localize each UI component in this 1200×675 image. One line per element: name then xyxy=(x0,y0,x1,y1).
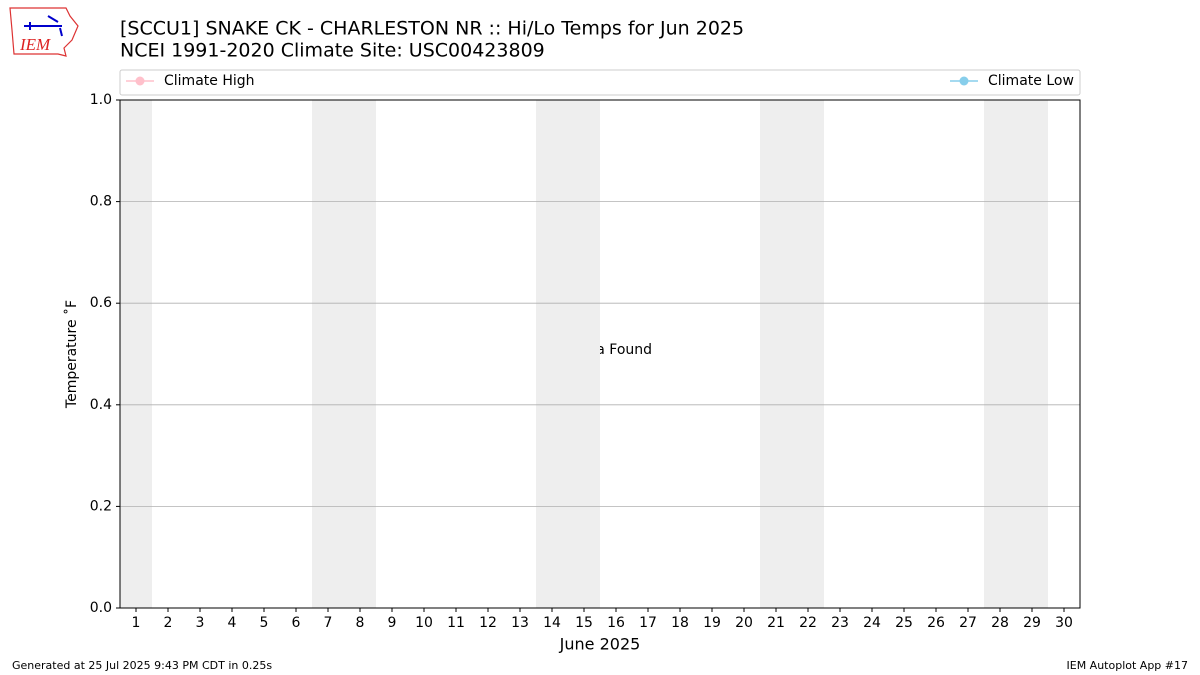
x-tick-label: 5 xyxy=(260,615,269,631)
x-tick-label: 10 xyxy=(415,615,433,631)
weekend-band xyxy=(120,100,152,608)
weekend-band xyxy=(1016,100,1048,608)
x-tick-label: 18 xyxy=(671,615,689,631)
weekend-band xyxy=(984,100,1016,608)
logo-text: IEM xyxy=(19,35,51,54)
plot-frame xyxy=(119,99,1081,609)
y-tick-label: 0.2 xyxy=(90,498,112,514)
x-tick-label: 20 xyxy=(735,615,753,631)
x-tick-label: 11 xyxy=(447,615,465,631)
footer-right: IEM Autoplot App #17 xyxy=(1067,659,1189,672)
x-tick-label: 4 xyxy=(228,615,237,631)
legend-box xyxy=(119,69,1081,96)
legend-label: Climate High xyxy=(164,73,255,89)
chart-subtitle: NCEI 1991-2020 Climate Site: USC00423809 xyxy=(120,40,545,62)
x-tick-label: 28 xyxy=(991,615,1009,631)
weekend-band xyxy=(312,100,344,608)
x-tick-label: 6 xyxy=(292,615,301,631)
legend-marker xyxy=(135,76,145,86)
y-tick-label: 0.4 xyxy=(90,397,112,413)
x-tick-label: 24 xyxy=(863,615,881,631)
x-tick-label: 13 xyxy=(511,615,529,631)
x-tick-label: 17 xyxy=(639,615,657,631)
chart-title: [SCCU1] SNAKE CK - CHARLESTON NR :: Hi/L… xyxy=(120,18,744,40)
x-tick-label: 14 xyxy=(543,615,561,631)
x-tick-label: 1 xyxy=(132,615,141,631)
x-tick-label: 9 xyxy=(388,615,397,631)
y-tick-label: 0.6 xyxy=(90,295,112,311)
x-tick-label: 25 xyxy=(895,615,913,631)
weekend-band xyxy=(760,100,792,608)
x-tick-label: 30 xyxy=(1055,615,1073,631)
legend-marker xyxy=(959,76,969,86)
weekend-band xyxy=(792,100,824,608)
x-tick-label: 15 xyxy=(575,615,593,631)
y-tick-label: 0.8 xyxy=(90,194,112,210)
y-tick-label: 1.0 xyxy=(90,92,112,108)
x-tick-label: 2 xyxy=(164,615,173,631)
x-tick-label: 19 xyxy=(703,615,721,631)
x-tick-label: 21 xyxy=(767,615,785,631)
x-tick-label: 7 xyxy=(324,615,333,631)
x-tick-label: 29 xyxy=(1023,615,1041,631)
x-tick-label: 16 xyxy=(607,615,625,631)
x-tick-label: 22 xyxy=(799,615,817,631)
y-axis-label: Temperature ˚F xyxy=(63,300,80,409)
x-tick-label: 8 xyxy=(356,615,365,631)
y-tick-label: 0.0 xyxy=(90,600,112,616)
x-tick-label: 26 xyxy=(927,615,945,631)
logo: IEM xyxy=(9,7,79,57)
legend-label: Climate Low xyxy=(988,73,1074,89)
weekend-band xyxy=(536,100,568,608)
x-tick-label: 27 xyxy=(959,615,977,631)
x-axis-label: June 2025 xyxy=(559,635,641,654)
weekend-band xyxy=(568,100,600,608)
footer-left: Generated at 25 Jul 2025 9:43 PM CDT in … xyxy=(12,659,272,672)
weekend-band xyxy=(344,100,376,608)
x-tick-label: 12 xyxy=(479,615,497,631)
x-tick-label: 23 xyxy=(831,615,849,631)
x-tick-label: 3 xyxy=(196,615,205,631)
